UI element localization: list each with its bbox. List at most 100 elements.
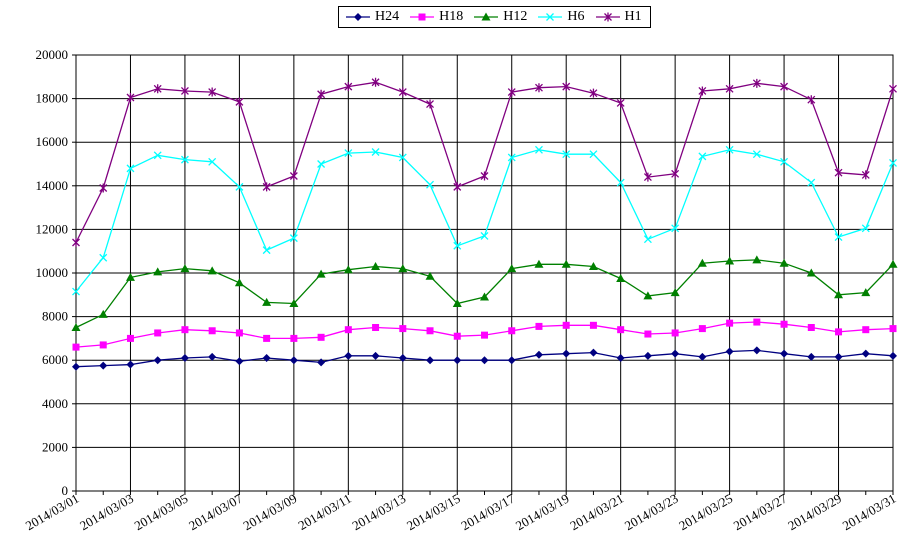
- data-point: [753, 318, 761, 326]
- data-point: [399, 325, 407, 333]
- y-tick-label: 14000: [36, 178, 69, 193]
- legend-swatch: [410, 13, 435, 21]
- legend-label: H1: [624, 9, 642, 24]
- data-point: [589, 150, 598, 159]
- data-point: [72, 343, 80, 351]
- data-point: [180, 354, 189, 363]
- data-point: [752, 255, 762, 264]
- data-point: [617, 326, 625, 334]
- data-point: [616, 273, 626, 282]
- data-point: [426, 99, 434, 109]
- data-point: [480, 356, 489, 365]
- data-point: [889, 325, 897, 333]
- x-tick-label: 2014/03/05: [132, 491, 191, 534]
- x-tick-label: 2014/03/07: [186, 490, 245, 533]
- data-point: [588, 261, 598, 270]
- data-point: [398, 354, 407, 363]
- x-tick-label: 2014/03/13: [350, 491, 409, 534]
- data-point: [153, 267, 163, 276]
- data-point: [889, 84, 897, 94]
- data-point: [643, 291, 653, 300]
- y-tick-label: 6000: [42, 352, 68, 367]
- data-point: [889, 158, 897, 167]
- data-point: [780, 82, 789, 92]
- data-point: [861, 224, 870, 233]
- data-point: [371, 351, 380, 360]
- data-point: [317, 333, 325, 341]
- data-point: [562, 349, 571, 358]
- data-point: [371, 261, 381, 270]
- data-point: [289, 171, 298, 181]
- data-point: [671, 169, 680, 179]
- data-point: [289, 299, 299, 308]
- legend-item-h18: H18: [409, 9, 463, 25]
- data-point: [180, 155, 189, 164]
- data-point: [99, 253, 108, 262]
- data-point: [180, 264, 190, 273]
- data-point: [453, 356, 462, 365]
- data-point: [535, 83, 543, 93]
- data-point: [344, 149, 353, 158]
- data-point: [317, 160, 326, 168]
- data-point: [235, 329, 243, 337]
- data-point: [562, 82, 571, 92]
- x-tick-label: 2014/03/09: [241, 491, 300, 534]
- x-tick-label: 2014/03/03: [77, 491, 136, 534]
- data-point: [262, 246, 271, 255]
- legend: H24 H18 H12 H6 H1: [338, 6, 651, 28]
- data-point: [480, 171, 489, 181]
- data-point: [317, 358, 326, 367]
- data-point: [507, 264, 517, 273]
- data-point: [697, 258, 707, 267]
- data-point: [426, 327, 434, 335]
- data-point: [398, 264, 408, 273]
- data-point: [371, 148, 380, 156]
- legend-swatch: [346, 13, 370, 21]
- x-tick-label: 2014/03/01: [23, 491, 82, 534]
- data-point: [834, 233, 843, 241]
- y-tick-label: 0: [62, 483, 69, 498]
- data-point: [698, 86, 707, 96]
- data-point: [698, 352, 707, 361]
- data-point: [670, 288, 680, 297]
- data-point: [72, 362, 80, 371]
- y-tick-label: 18000: [36, 91, 69, 106]
- legend-label: H6: [567, 9, 585, 24]
- data-point: [481, 12, 491, 21]
- data-point: [725, 84, 734, 94]
- data-point: [398, 87, 407, 97]
- data-point: [481, 331, 488, 339]
- legend-label: H24: [375, 9, 400, 24]
- data-point: [453, 332, 461, 340]
- data-point: [262, 354, 271, 363]
- x-tick-label: 2014/03/17: [458, 490, 517, 533]
- data-point: [372, 324, 380, 331]
- data-point: [126, 93, 135, 103]
- data-point: [154, 329, 162, 337]
- data-point: [507, 153, 516, 162]
- data-point: [698, 325, 706, 333]
- data-point: [344, 82, 353, 92]
- data-point: [562, 150, 571, 159]
- data-point: [535, 322, 543, 330]
- data-point: [806, 268, 816, 277]
- data-point: [535, 145, 543, 154]
- data-point: [99, 361, 108, 370]
- data-point: [698, 152, 707, 161]
- data-point: [425, 271, 435, 280]
- data-point: [153, 84, 162, 94]
- data-point: [752, 78, 761, 88]
- data-point: [562, 321, 570, 329]
- data-point: [589, 348, 598, 357]
- data-point: [726, 319, 734, 327]
- data-point: [418, 13, 426, 21]
- data-point: [72, 237, 80, 247]
- data-point: [71, 323, 81, 331]
- legend-swatch: [595, 12, 620, 22]
- data-point: [861, 349, 870, 358]
- data-point: [153, 151, 162, 160]
- data-point: [263, 334, 271, 342]
- x-tick-label: 2014/03/15: [404, 491, 463, 534]
